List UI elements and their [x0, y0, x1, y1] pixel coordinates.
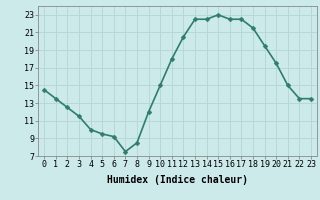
X-axis label: Humidex (Indice chaleur): Humidex (Indice chaleur) — [107, 175, 248, 185]
